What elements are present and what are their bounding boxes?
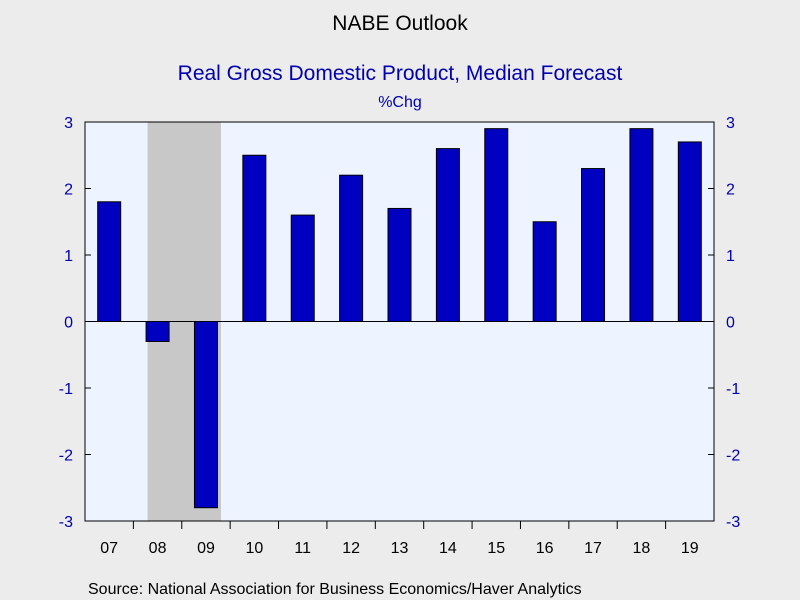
y-tick-label-right: 3 [726,115,735,132]
x-tick-label: 11 [294,540,311,557]
bar-14 [435,148,460,322]
bar-13 [387,207,412,322]
y-tick-label-left: -1 [59,381,73,398]
y-tick-label-right: -2 [726,448,740,465]
y-tick-label-left: 2 [64,182,73,199]
bar-17 [581,168,606,322]
bar-19 [677,141,702,322]
units-label: %Chg [378,94,422,111]
x-tick-label: 16 [536,540,554,557]
y-axis-ticks: -3 -3 -2 -2 -1 -1 0 0 1 1 2 2 3 3 [59,115,741,531]
x-tick-label: 19 [681,540,699,557]
x-tick-label: 18 [633,540,651,557]
y-tick-label-left: 3 [64,115,73,132]
bar-12 [339,174,364,322]
bar-10 [242,154,267,322]
chart-title: NABE Outlook [332,12,468,35]
y-tick-label-left: -3 [59,514,73,531]
x-tick-label: 15 [487,540,505,557]
bar-07 [97,201,122,322]
y-tick-label-left: 0 [64,315,73,332]
x-tick-label: 09 [197,540,215,557]
y-tick-label-right: 1 [726,248,735,265]
bar-18 [629,128,654,322]
x-axis-ticks: 07 08 09 10 11 12 13 14 15 16 17 18 19 [100,521,699,557]
bar-15 [484,128,509,322]
x-tick-label: 17 [584,540,602,557]
x-tick-label: 10 [245,540,263,557]
y-tick-label-left: -2 [59,448,73,465]
source-note: Source: National Association for Busines… [88,581,582,598]
x-tick-label: 12 [342,540,360,557]
y-tick-label-right: -3 [726,514,740,531]
bars-group [97,128,702,509]
y-tick-label-right: -1 [726,381,740,398]
bar-08 [145,321,170,342]
bar-16 [532,221,557,322]
y-tick-label-right: 0 [726,315,735,332]
y-tick-label-right: 2 [726,182,735,199]
x-tick-label: 08 [149,540,167,557]
bar-11 [290,214,315,323]
x-tick-label: 07 [100,540,118,557]
chart-subtitle: Real Gross Domestic Product, Median Fore… [178,62,623,85]
y-tick-label-left: 1 [64,248,73,265]
x-tick-label: 13 [391,540,409,557]
bar-09 [193,321,218,509]
x-tick-label: 14 [439,540,457,557]
